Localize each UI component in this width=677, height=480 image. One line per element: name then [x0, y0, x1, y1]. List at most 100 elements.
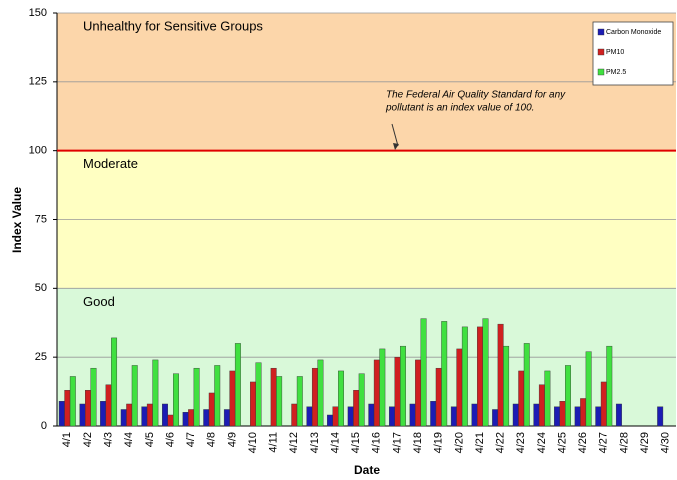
band-label: Moderate: [83, 156, 138, 171]
y-tick-label: 100: [29, 145, 47, 157]
bar: [435, 367, 442, 427]
bar: [574, 406, 581, 427]
bar: [255, 362, 262, 427]
bar: [430, 401, 437, 427]
x-tick-label: 4/27: [598, 432, 610, 453]
bar: [234, 343, 241, 427]
arrow-head: [393, 143, 399, 150]
x-tick-label: 4/18: [412, 432, 424, 453]
bar: [126, 403, 133, 427]
bar: [461, 326, 468, 427]
x-tick-label: 4/17: [391, 432, 403, 453]
bar: [229, 370, 236, 427]
bar: [100, 401, 107, 427]
x-tick-label: 4/28: [618, 432, 630, 453]
bar: [120, 409, 127, 427]
legend-swatch: [597, 48, 605, 56]
bar: [456, 348, 463, 427]
x-tick-label: 4/6: [164, 432, 176, 447]
y-tick-label: 125: [29, 76, 47, 88]
x-tick-label: 4/3: [102, 432, 114, 447]
bar: [182, 412, 189, 427]
y-tick-label: 150: [29, 7, 47, 19]
bar: [533, 403, 540, 427]
y-tick-label: 25: [35, 351, 47, 363]
grid: 0 25 50 75 100 125 150: [29, 7, 676, 432]
bar: [317, 359, 324, 427]
x-tick-label: 4/8: [206, 432, 218, 447]
bar: [600, 381, 607, 427]
x-tick-label: 4/26: [577, 432, 589, 453]
bar: [250, 381, 256, 427]
annotation: pollutant is an index value of 100.: [385, 103, 534, 114]
x-tick-label: 4/19: [433, 432, 445, 453]
y-tick-label: 75: [35, 213, 47, 225]
bar: [606, 345, 613, 427]
bar: [64, 390, 71, 427]
legend-swatch: [597, 68, 605, 76]
labels: Good Moderate Unhealthy for Sensitive Grou…: [61, 18, 674, 453]
y-tick-label: 50: [35, 282, 47, 294]
bar: [58, 401, 65, 427]
bar: [379, 348, 386, 427]
bar: [368, 403, 375, 427]
bar: [497, 323, 504, 427]
x-tick-label: 4/22: [495, 432, 507, 453]
bar: [338, 370, 344, 427]
x-tick-label: 4/20: [453, 432, 465, 453]
bar: [214, 365, 221, 427]
y-tick-label: 0: [41, 420, 47, 432]
bar: [358, 373, 365, 427]
x-tick-label: 4/15: [350, 432, 362, 453]
band-label: Unhealthy for Sensitive Groups: [83, 18, 263, 33]
annotation: The Federal Air Quality Standard for any: [386, 90, 566, 101]
bar: [276, 376, 283, 427]
bar: [203, 409, 210, 427]
bar: [523, 343, 530, 427]
bar: [441, 321, 448, 427]
bar: [477, 326, 483, 427]
x-tick-label: 4/21: [474, 432, 486, 453]
y-axis-title: Index Value: [10, 187, 24, 253]
x-tick-label: 4/9: [226, 432, 238, 447]
x-tick-label: 4/5: [144, 432, 156, 447]
x-tick-label: 4/10: [247, 432, 259, 453]
bar: [389, 406, 395, 427]
bar: [471, 403, 478, 427]
bar: [585, 351, 592, 427]
x-tick-label: 4/1: [61, 432, 73, 447]
bar: [518, 370, 525, 427]
bar: [420, 318, 427, 427]
bar: [657, 406, 664, 427]
legend-label: PM10: [606, 49, 624, 56]
bar: [503, 345, 510, 427]
bar: [193, 367, 200, 427]
legend-label: PM2.5: [606, 69, 626, 76]
bar: [544, 370, 551, 427]
bar: [394, 356, 401, 427]
bar: [79, 403, 86, 427]
bar: [146, 403, 153, 427]
x-tick-label: 4/13: [309, 432, 321, 453]
bar: [580, 398, 587, 427]
bar: [554, 406, 560, 427]
bar: [270, 367, 277, 427]
bar: [291, 403, 298, 427]
bar: [450, 406, 457, 427]
bar: [223, 409, 230, 427]
x-tick-label: 4/2: [82, 432, 94, 447]
legend-swatch: [597, 28, 605, 36]
annotation-arrow: [391, 123, 399, 147]
x-tick-label: 4/12: [288, 432, 300, 453]
bar: [84, 390, 91, 427]
bars: [58, 318, 664, 427]
band-label: Good: [83, 294, 115, 309]
legend-label: Carbon Monoxide: [606, 29, 661, 36]
bar: [492, 409, 499, 427]
x-tick-label: 4/30: [660, 432, 672, 453]
bar: [105, 384, 112, 427]
bar: [208, 392, 215, 427]
bar: [409, 403, 416, 427]
